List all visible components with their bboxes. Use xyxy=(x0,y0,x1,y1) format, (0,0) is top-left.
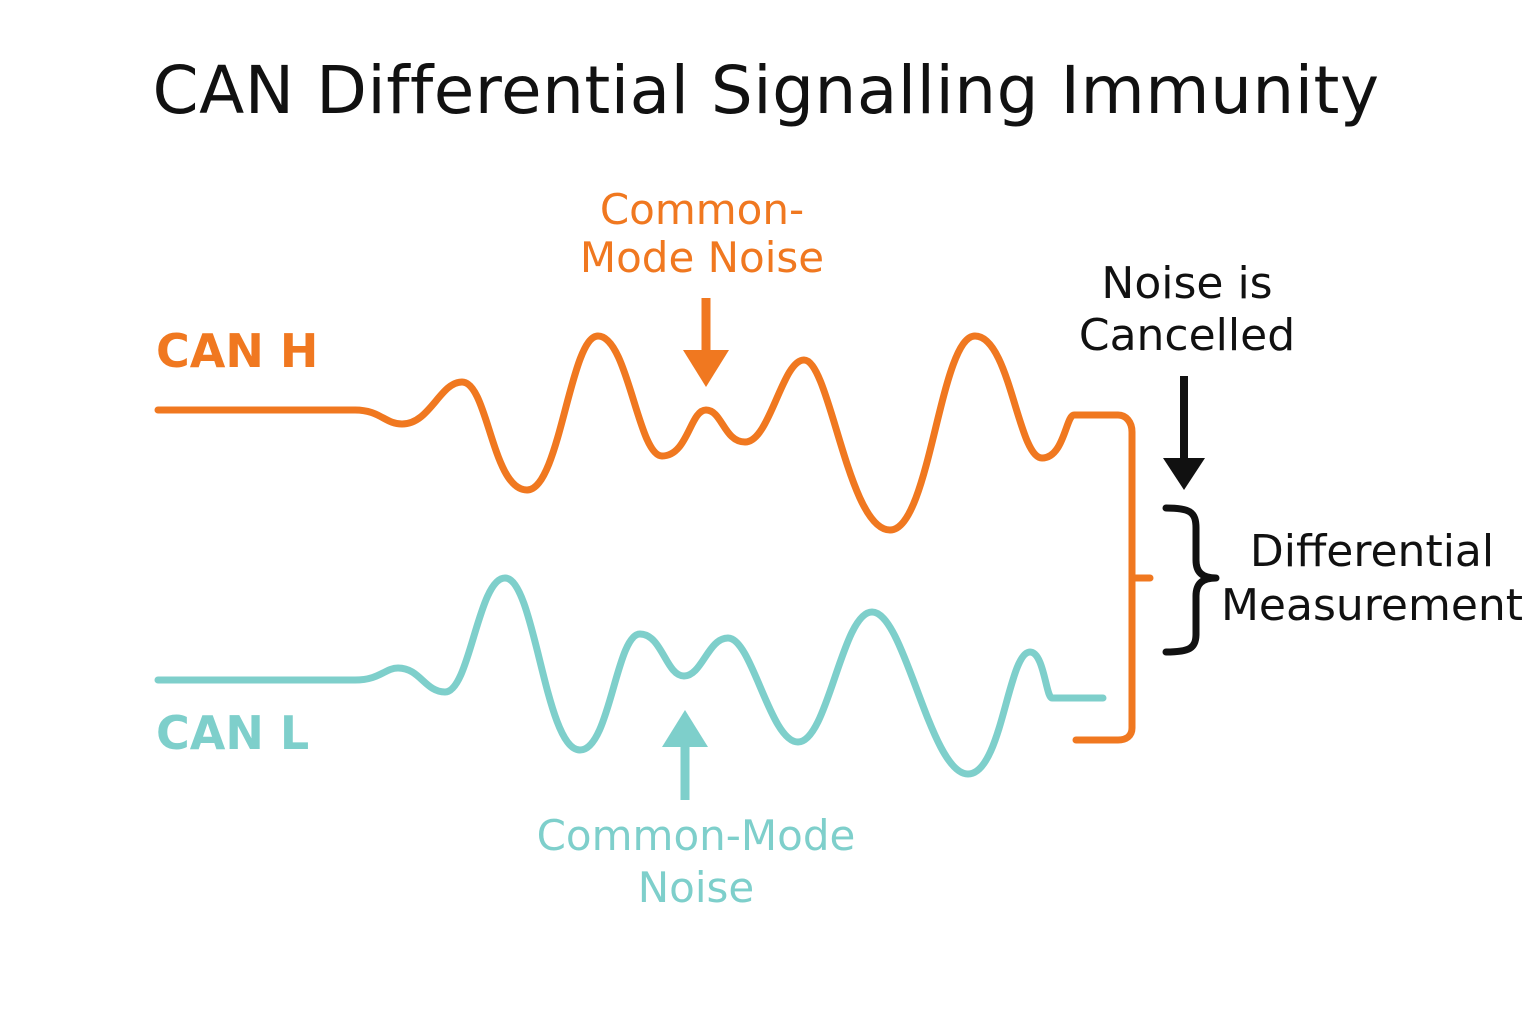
can-l-waveform xyxy=(154,574,1107,778)
differential-measurement-label: Differential Measurement xyxy=(1220,526,1524,631)
noise-top-down-arrow-icon xyxy=(683,298,729,387)
common-mode-noise-bottom-label: Common-Mode Noise xyxy=(536,811,856,912)
cancelled-down-arrow-icon xyxy=(1163,376,1205,490)
curly-brace-icon xyxy=(1162,504,1220,656)
noise-cancelled-label: Noise is Cancelled xyxy=(1078,258,1296,361)
noise-bottom-up-arrow-icon xyxy=(662,710,708,800)
can-l-label: CAN L xyxy=(156,706,310,760)
common-mode-noise-top-label: Common- Mode Noise xyxy=(579,185,825,282)
can-h-label: CAN H xyxy=(156,324,319,378)
can-h-waveform xyxy=(154,332,1136,744)
diagram-title: CAN Differential Signalling Immunity xyxy=(152,52,1380,129)
